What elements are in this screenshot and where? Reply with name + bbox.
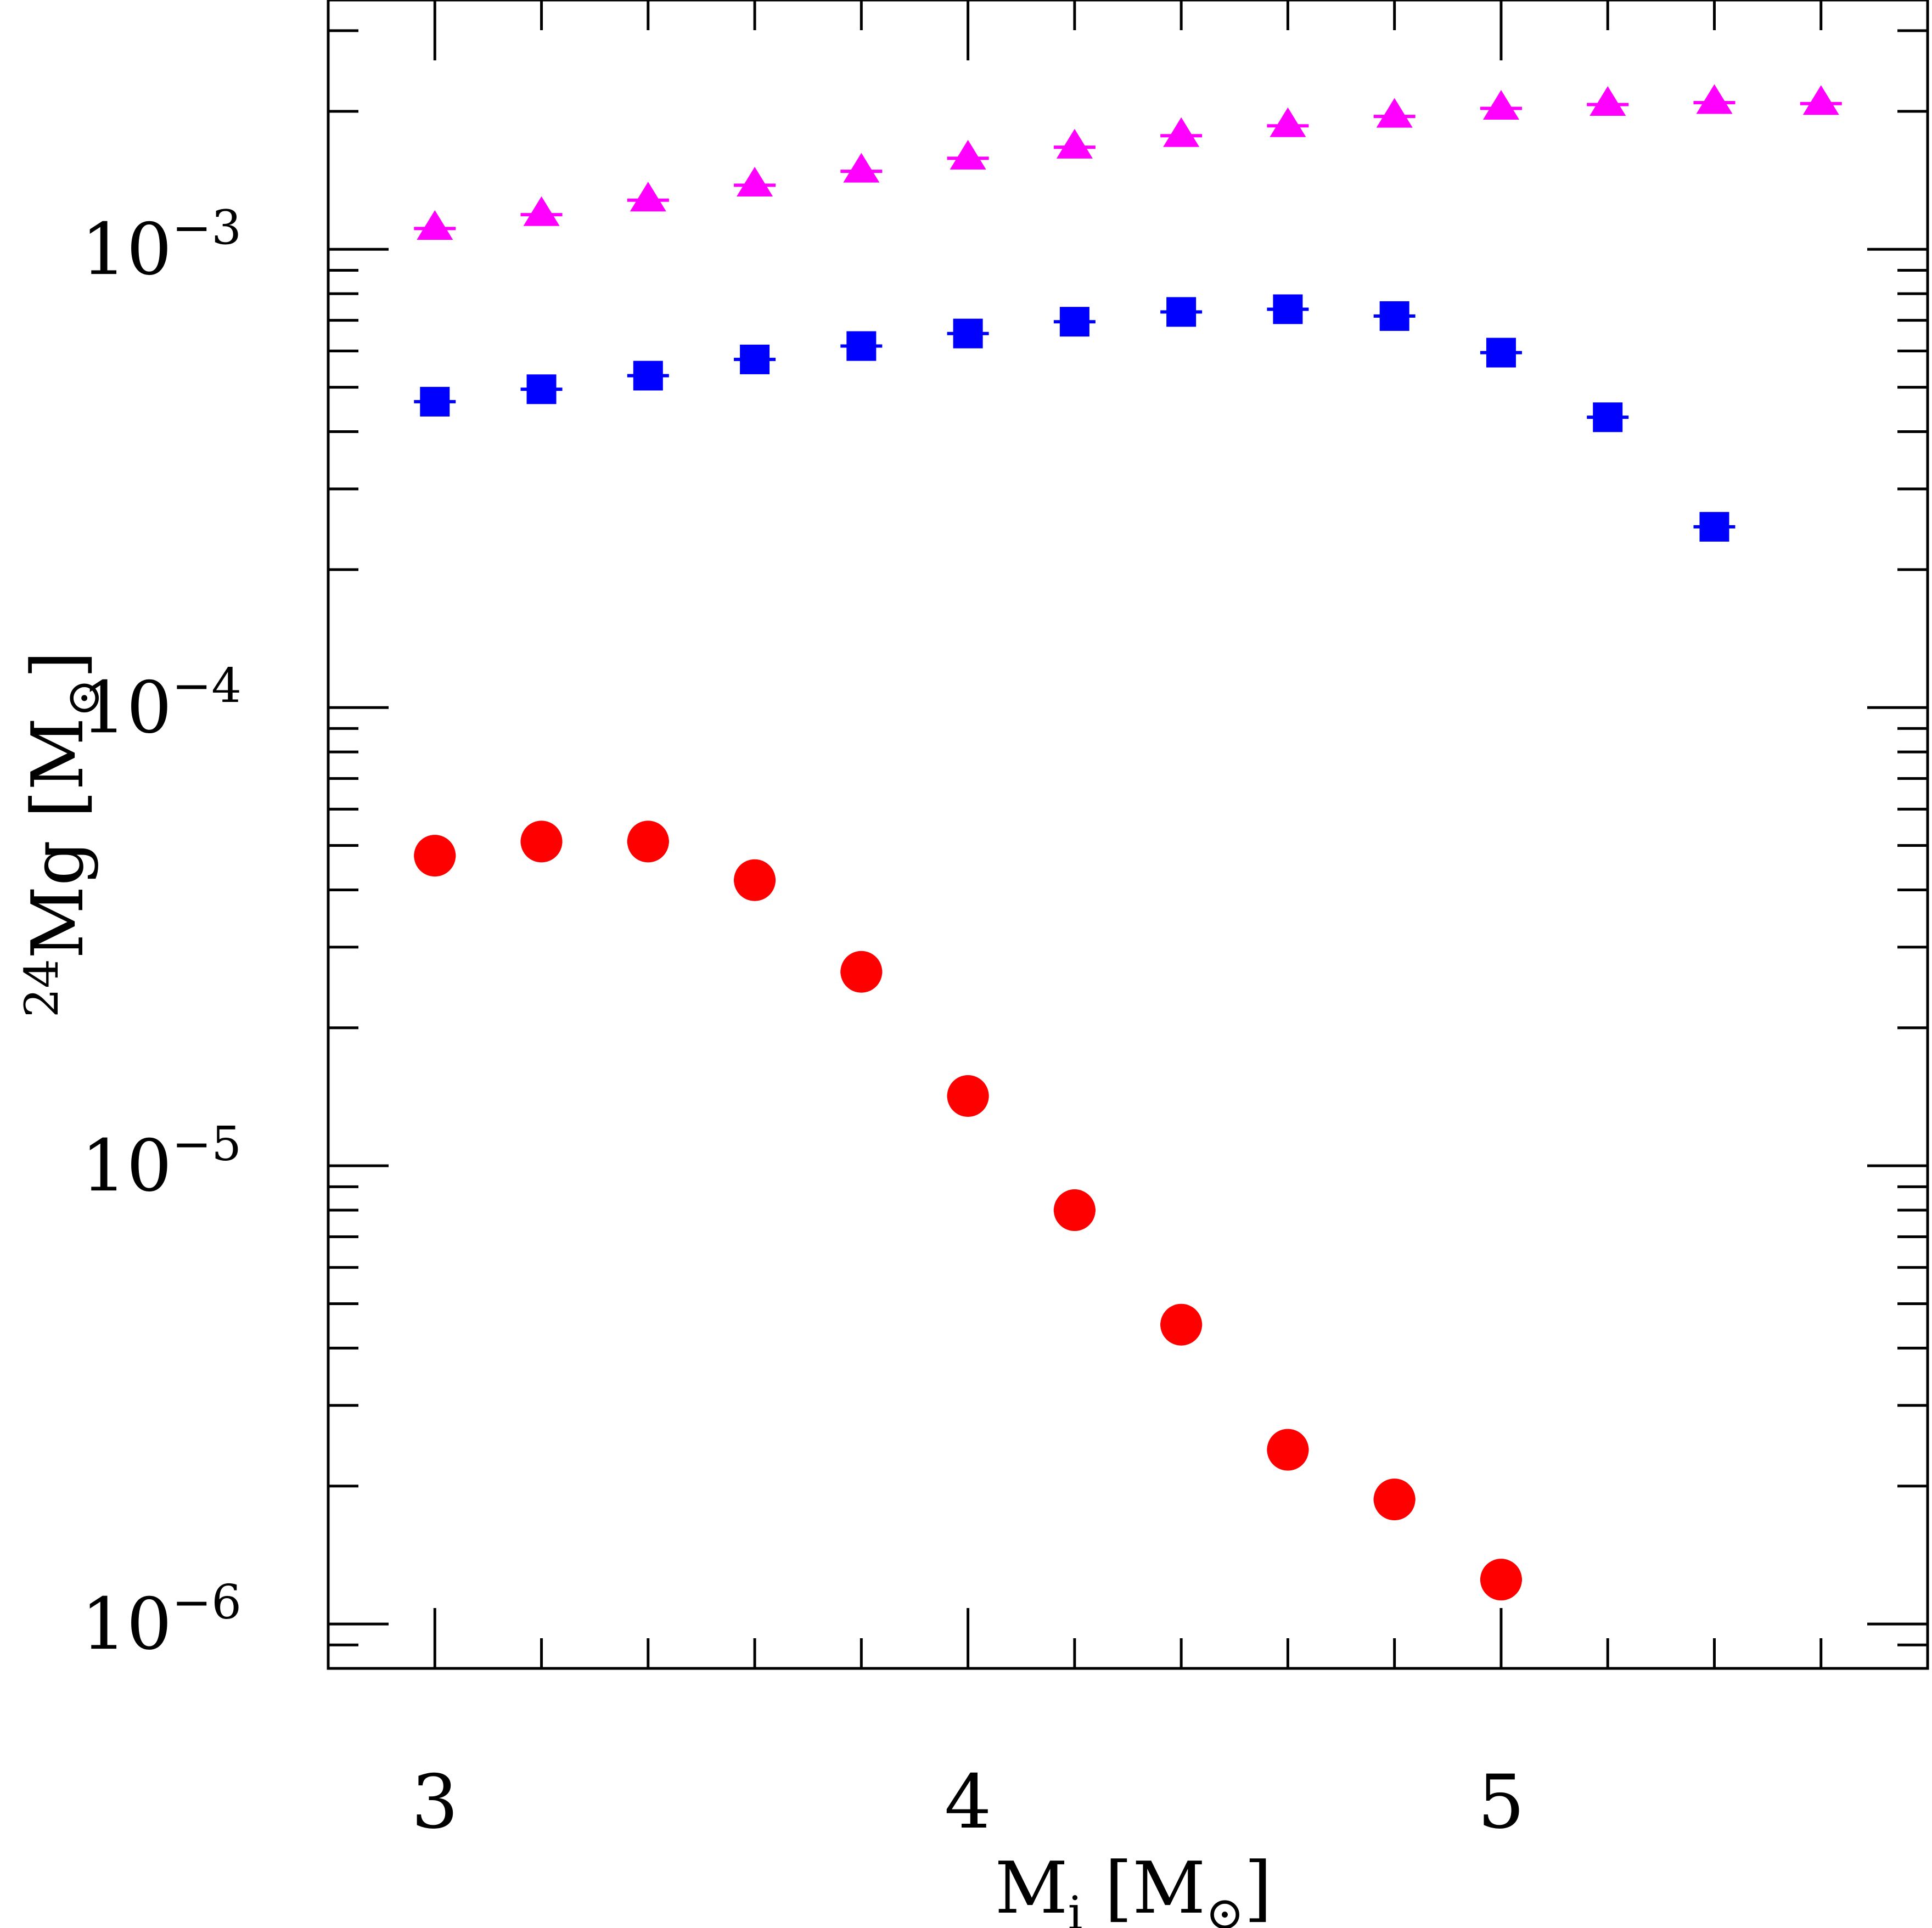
series-circles [414,820,1522,1601]
circle-point [414,835,456,877]
y-tick-label: 10−6 [81,1575,242,1666]
y-tick-label: 10−5 [81,1117,242,1207]
circle-point [1053,1189,1096,1232]
y-tick-label-base: 10 [81,1582,172,1666]
circle-point [1373,1479,1416,1521]
x-tick-label: 5 [1478,1759,1525,1845]
axis-ticks [327,0,1929,1670]
y-tick-label: 10−4 [81,659,242,749]
circle-point [1480,1559,1522,1601]
y-tick-label-exponent: −3 [172,200,242,255]
square-point [1593,402,1623,432]
square-point [420,386,450,417]
circle-point [840,951,883,993]
y-axis-title: 24Mg [M⊙] [15,651,110,1018]
square-point [526,374,557,404]
triangle-point [950,139,986,170]
triangle-point [1482,90,1519,120]
triangle-point [1163,117,1200,147]
triangle-point [843,153,880,183]
y-tick-label-exponent: −6 [172,1575,242,1630]
x-axis-title-main: M [995,1846,1068,1928]
y-tick-label-base: 10 [81,666,172,749]
y-axis-title-bracket-close: ] [16,651,99,679]
y-tick-label-exponent: −4 [172,659,242,713]
square-point [1166,297,1197,327]
square-point [1059,307,1089,337]
triangle-point [1376,98,1413,128]
square-point [1379,301,1409,331]
square-point [1273,294,1303,324]
x-axis-title-sub: i [1068,1886,1083,1928]
data-marks [414,84,1842,1601]
y-tick-label: 10−3 [81,200,242,291]
triangle-point [523,196,560,226]
y-axis-title-bracket-open: [ [16,790,99,818]
circle-point [627,820,669,863]
x-axis-title: Mi [M⊙] [995,1846,1272,1928]
x-axis-title-bracket-close: ] [1244,1846,1272,1928]
square-point [1486,338,1516,368]
series-squares [414,294,1736,542]
square-point [633,361,663,391]
y-axis-title-main: Mg [16,840,99,959]
square-point [953,318,983,348]
y-tick-label-exponent: −5 [172,1117,242,1172]
circle-point [1160,1303,1203,1346]
x-axis-title-unit: M [1132,1846,1205,1928]
x-tick-label: 4 [945,1759,992,1845]
triangle-point [1802,85,1839,115]
triangle-point [1696,84,1733,114]
y-axis-title-unit-sub: ⊙ [56,679,110,717]
y-tick-label-base: 10 [81,207,172,291]
y-tick-label-base: 10 [81,1124,172,1207]
circle-point [520,820,563,863]
series-triangles [414,84,1842,240]
triangle-point [1056,128,1093,159]
triangle-point [1590,86,1626,116]
square-point [846,331,877,361]
circle-point [947,1075,989,1117]
circle-point [734,859,776,901]
triangle-point [737,166,773,196]
x-axis-title-unit-sub: ⊙ [1205,1886,1244,1928]
triangle-point [417,210,453,240]
x-axis-title-bracket-open: [ [1105,1846,1133,1928]
square-point [740,344,770,374]
plot-frame [327,0,1929,1670]
triangle-point [1270,107,1306,137]
y-axis-title-sup: 24 [15,959,69,1018]
y-axis-title-unit: M [16,717,99,790]
axis-tick-labels: 3 4 510−610−510−410−3 [81,200,1525,1845]
circle-point [1267,1429,1309,1471]
square-point [1699,511,1729,542]
x-tick-label: 3 [411,1759,458,1845]
triangle-point [630,182,666,212]
